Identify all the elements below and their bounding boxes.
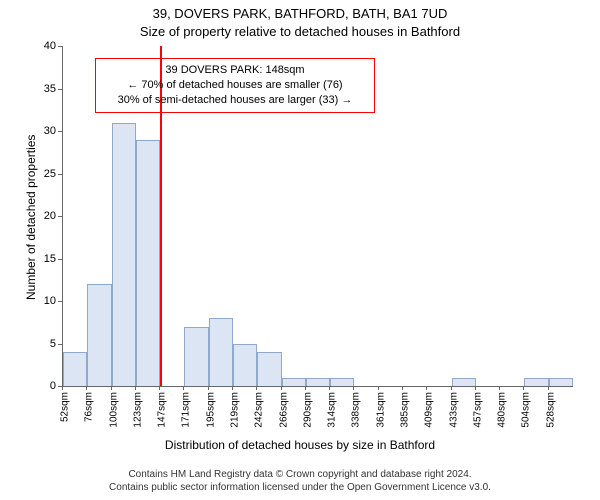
x-tick-mark xyxy=(62,386,63,390)
histogram-bar xyxy=(257,352,281,386)
marker-info-box: 39 DOVERS PARK: 148sqm ← 70% of detached… xyxy=(95,58,375,113)
x-tick-label: 52sqm xyxy=(60,392,71,422)
chart-title-main: 39, DOVERS PARK, BATHFORD, BATH, BA1 7UD xyxy=(0,6,600,21)
y-tick-label: 15 xyxy=(26,253,56,265)
histogram-bar xyxy=(330,378,354,387)
x-tick-mark xyxy=(402,386,403,390)
x-tick-mark xyxy=(281,386,282,390)
histogram-bar xyxy=(209,318,233,386)
x-tick-label: 100sqm xyxy=(108,392,119,428)
y-tick-label: 5 xyxy=(26,338,56,350)
x-tick-label: 195sqm xyxy=(205,392,216,428)
x-tick-label: 361sqm xyxy=(375,392,386,428)
histogram-bar xyxy=(112,123,136,387)
x-tick-label: 480sqm xyxy=(497,392,508,428)
histogram-bar xyxy=(87,284,111,386)
x-tick-mark xyxy=(499,386,500,390)
histogram-bar xyxy=(306,378,330,387)
y-tick-mark xyxy=(58,89,62,90)
histogram-bar xyxy=(233,344,257,387)
y-tick-label: 0 xyxy=(26,380,56,392)
x-tick-label: 266sqm xyxy=(278,392,289,428)
y-tick-mark xyxy=(58,301,62,302)
x-tick-label: 504sqm xyxy=(521,392,532,428)
y-tick-mark xyxy=(58,216,62,217)
x-tick-mark xyxy=(523,386,524,390)
x-tick-label: 123sqm xyxy=(132,392,143,428)
x-tick-mark xyxy=(111,386,112,390)
x-tick-label: 314sqm xyxy=(327,392,338,428)
x-tick-mark xyxy=(232,386,233,390)
x-tick-mark xyxy=(378,386,379,390)
x-tick-mark xyxy=(475,386,476,390)
x-tick-label: 219sqm xyxy=(230,392,241,428)
x-tick-label: 338sqm xyxy=(351,392,362,428)
y-tick-mark xyxy=(58,131,62,132)
histogram-bar xyxy=(63,352,87,386)
y-tick-label: 35 xyxy=(26,83,56,95)
chart-container: 39, DOVERS PARK, BATHFORD, BATH, BA1 7UD… xyxy=(0,0,600,500)
info-line-1: 39 DOVERS PARK: 148sqm xyxy=(104,63,366,78)
x-tick-mark xyxy=(86,386,87,390)
x-tick-label: 385sqm xyxy=(400,392,411,428)
x-tick-mark xyxy=(329,386,330,390)
x-tick-label: 457sqm xyxy=(472,392,483,428)
x-tick-mark xyxy=(208,386,209,390)
info-line-3: 30% of semi-detached houses are larger (… xyxy=(104,93,366,108)
x-tick-label: 76sqm xyxy=(84,392,95,422)
y-tick-label: 30 xyxy=(26,125,56,137)
histogram-bar xyxy=(136,140,160,387)
y-tick-label: 10 xyxy=(26,295,56,307)
x-tick-mark xyxy=(305,386,306,390)
footer-line-1: Contains HM Land Registry data © Crown c… xyxy=(0,468,600,481)
x-axis-label: Distribution of detached houses by size … xyxy=(0,438,600,452)
y-tick-mark xyxy=(58,46,62,47)
y-tick-mark xyxy=(58,344,62,345)
x-tick-mark xyxy=(548,386,549,390)
x-tick-mark xyxy=(183,386,184,390)
x-tick-label: 242sqm xyxy=(254,392,265,428)
x-tick-label: 290sqm xyxy=(302,392,313,428)
info-line-2: ← 70% of detached houses are smaller (76… xyxy=(104,78,366,93)
histogram-bar xyxy=(452,378,476,387)
x-tick-mark xyxy=(256,386,257,390)
footer-line-2: Contains public sector information licen… xyxy=(0,481,600,494)
x-tick-mark xyxy=(426,386,427,390)
histogram-bar xyxy=(549,378,573,387)
y-tick-mark xyxy=(58,259,62,260)
histogram-bar xyxy=(184,327,208,387)
histogram-bar xyxy=(282,378,306,387)
x-tick-mark xyxy=(353,386,354,390)
y-tick-label: 20 xyxy=(26,210,56,222)
y-tick-label: 25 xyxy=(26,168,56,180)
x-tick-label: 409sqm xyxy=(424,392,435,428)
chart-title-sub: Size of property relative to detached ho… xyxy=(0,24,600,39)
histogram-bar xyxy=(524,378,548,387)
x-tick-label: 528sqm xyxy=(545,392,556,428)
x-tick-mark xyxy=(135,386,136,390)
x-tick-label: 171sqm xyxy=(181,392,192,428)
x-tick-label: 147sqm xyxy=(157,392,168,428)
x-tick-mark xyxy=(451,386,452,390)
y-tick-label: 40 xyxy=(26,40,56,52)
x-tick-mark xyxy=(159,386,160,390)
attribution-footer: Contains HM Land Registry data © Crown c… xyxy=(0,468,600,494)
y-tick-mark xyxy=(58,174,62,175)
x-tick-label: 433sqm xyxy=(448,392,459,428)
